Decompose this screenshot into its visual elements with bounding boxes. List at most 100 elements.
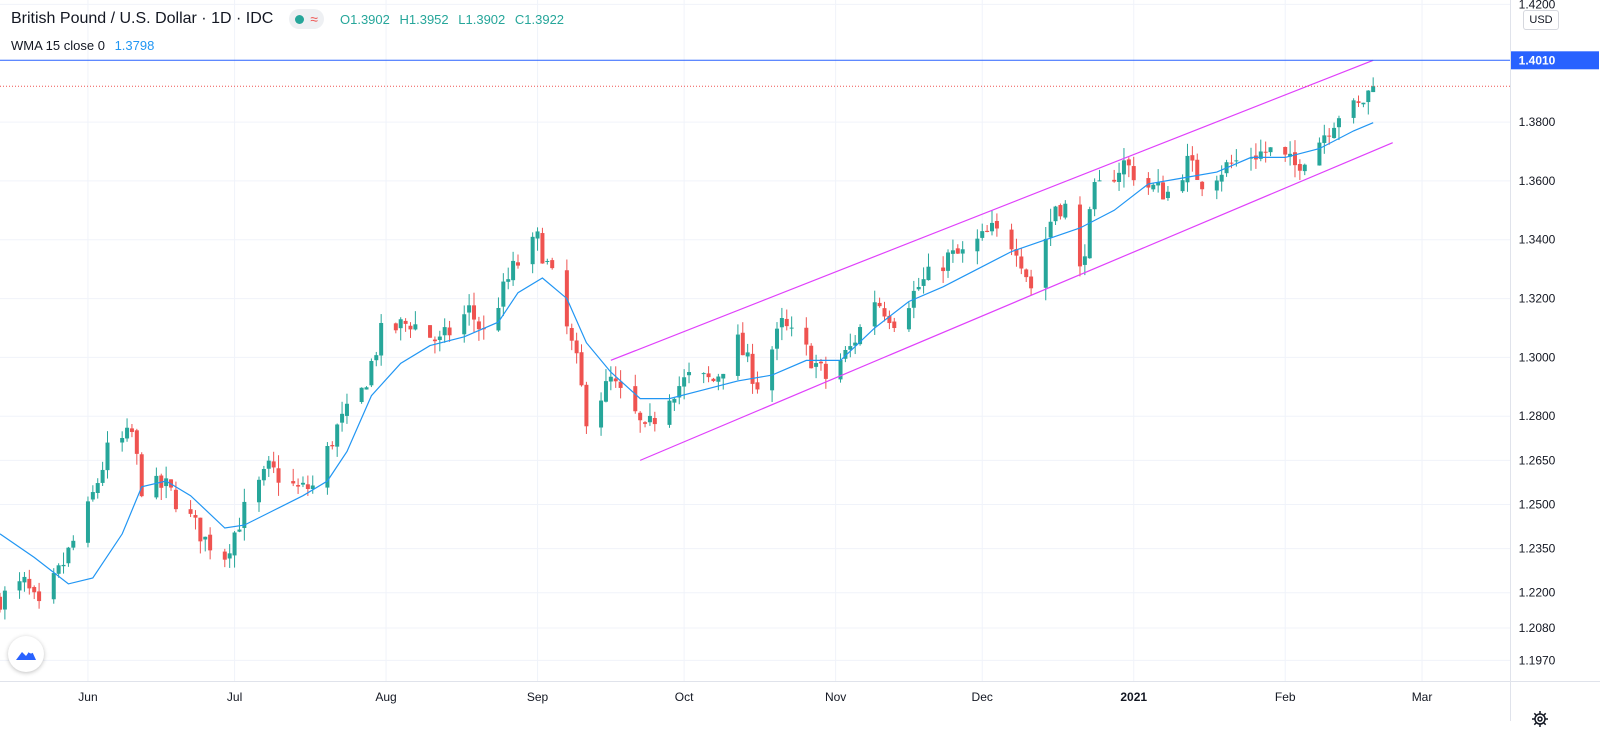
data-delay-icon: ≈	[310, 11, 318, 27]
candle-body	[1156, 182, 1161, 186]
candle-body	[784, 318, 789, 327]
candle-body	[530, 236, 535, 265]
candle-body	[603, 381, 608, 402]
candle-body	[203, 536, 208, 540]
candle-body	[266, 460, 271, 469]
x-tick-label: Jun	[78, 690, 97, 704]
candle-body	[164, 478, 169, 487]
candle-body	[618, 381, 623, 388]
high-value: H1.3952	[399, 11, 449, 27]
y-tick-label: 1.3400	[1519, 233, 1556, 247]
currency-button[interactable]: USD	[1523, 10, 1559, 30]
indicator-legend[interactable]: WMA 15 close 0 1.3798	[11, 38, 154, 53]
candle-body	[1131, 166, 1136, 181]
candle-body	[442, 327, 447, 336]
x-tick-label: 2021	[1120, 690, 1147, 704]
candle-body	[32, 587, 37, 593]
candle-body	[501, 281, 506, 307]
y-tick-label: 1.2500	[1519, 497, 1556, 511]
candle-body	[926, 266, 931, 281]
candle-body	[447, 327, 452, 336]
candle-body	[271, 461, 276, 468]
candle-body	[1302, 164, 1307, 172]
candle-body	[467, 305, 472, 313]
candle-body	[296, 485, 301, 487]
candle-body	[472, 305, 477, 320]
candle-body	[946, 252, 951, 271]
candle-body	[687, 372, 692, 376]
candle-body	[608, 376, 613, 382]
candle-body	[990, 222, 995, 232]
candle-body	[173, 489, 178, 510]
candle-body	[1185, 155, 1190, 183]
candle-body	[1214, 180, 1219, 191]
candle-body	[37, 591, 42, 602]
candle-body	[647, 415, 652, 423]
candle-body	[413, 324, 418, 330]
candle-body	[51, 573, 56, 600]
candle-body	[745, 352, 750, 357]
tradingview-logo-icon[interactable]	[8, 636, 44, 672]
candle-body	[638, 412, 643, 421]
candle-body	[1234, 160, 1239, 162]
candle-body	[750, 353, 755, 384]
candle-body	[408, 325, 413, 330]
candle-body	[843, 349, 848, 359]
candle-body	[1292, 152, 1297, 166]
candle-body	[980, 231, 985, 238]
candle-body	[85, 501, 90, 543]
candle-body	[242, 501, 247, 528]
x-tick-label: Aug	[375, 690, 396, 704]
candle-body	[335, 424, 340, 447]
candle-body	[1019, 256, 1024, 269]
candle-body	[774, 328, 779, 349]
candle-body	[667, 400, 672, 425]
candle-body	[1371, 86, 1376, 93]
candle-body	[1014, 249, 1019, 256]
candle-body	[1029, 276, 1034, 289]
candle-body	[1092, 182, 1097, 210]
candle-body	[476, 321, 481, 330]
candle-body	[1058, 205, 1063, 217]
candle-body	[1180, 180, 1185, 192]
market-open-dot-icon	[295, 14, 305, 24]
candle-body	[1322, 135, 1327, 143]
candle-body	[344, 403, 349, 416]
candle-body	[848, 346, 853, 350]
candle-body	[1121, 160, 1126, 175]
candle-body	[237, 529, 242, 532]
candle-body	[437, 336, 442, 341]
x-tick-label: Jul	[227, 690, 242, 704]
candle-body	[1126, 159, 1131, 166]
candle-body	[1249, 157, 1254, 159]
y-tick-label: 1.1970	[1519, 653, 1556, 667]
candle-body	[1327, 135, 1332, 137]
level-label-box	[1511, 51, 1599, 70]
candle-body	[506, 279, 511, 282]
candle-body	[721, 373, 726, 379]
candle-body	[975, 238, 980, 252]
market-status-pill[interactable]: ≈	[289, 9, 324, 29]
wma-line	[0, 122, 1374, 585]
candle-body	[1024, 269, 1029, 278]
candle-body	[1063, 203, 1068, 218]
candle-body	[579, 352, 584, 386]
candle-body	[701, 373, 706, 375]
candle-body	[261, 469, 266, 481]
candle-body	[359, 387, 364, 403]
candle-body	[804, 327, 809, 345]
x-tick-label: Mar	[1412, 690, 1433, 704]
candle-body	[814, 363, 819, 367]
candle-body	[125, 427, 130, 439]
candle-body	[682, 377, 687, 387]
candle-body	[1151, 184, 1156, 190]
candle-body	[393, 323, 398, 331]
symbol-title[interactable]: British Pound / U.S. Dollar · 1D · IDC	[11, 10, 274, 27]
candle-body	[90, 492, 95, 500]
candle-body	[985, 230, 990, 232]
candle-body	[906, 308, 911, 330]
gear-icon[interactable]	[1530, 709, 1550, 729]
candle-body	[569, 328, 574, 341]
y-tick-label: 1.2350	[1519, 542, 1556, 556]
